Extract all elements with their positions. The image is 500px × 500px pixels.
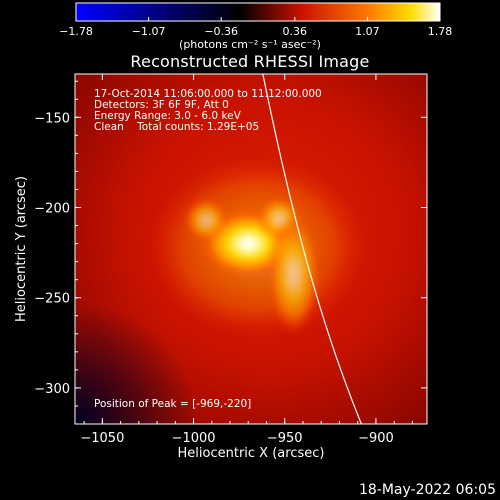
x-tick-label: −950 <box>267 431 303 446</box>
annotation-time-range: 17-Oct-2014 11:06:00.000 to 11:12:00.000 <box>94 88 322 100</box>
timestamp: 18-May-2022 06:05 <box>358 482 496 498</box>
solar-limb-curve <box>262 74 362 424</box>
colorbar-units: (photons cm⁻² s⁻¹ asec⁻²) <box>179 38 321 51</box>
y-axis-title: Heliocentric Y (arcsec) <box>14 176 29 322</box>
y-tick-label: −200 <box>34 202 70 217</box>
colorbar-tick-label: −0.36 <box>204 25 238 38</box>
x-axis-title: Heliocentric X (arcsec) <box>178 446 325 461</box>
y-tick-label: −250 <box>34 292 70 307</box>
colorbar-tick-label: 0.36 <box>283 25 308 38</box>
colorbar-gradient <box>75 2 441 22</box>
annotation-detectors: Detectors: 3F 6F 9F, Att 0 <box>94 99 229 111</box>
emission-source <box>184 198 229 242</box>
x-tick-label: −1000 <box>172 431 216 446</box>
annotation-peak-position: Position of Peak = [-969,-220] <box>94 398 251 410</box>
colorbar-tick-label: −1.07 <box>132 25 166 38</box>
emission-source <box>267 213 321 335</box>
colorbar-tick-label: 1.78 <box>428 25 453 38</box>
x-tick-label: −1050 <box>80 431 124 446</box>
colorbar-tick-label: −1.78 <box>59 25 93 38</box>
y-tick-label: −150 <box>34 111 70 126</box>
plot-frame <box>74 73 428 425</box>
y-tick-label: −300 <box>34 382 70 397</box>
annotation-clean-counts: Clean Total counts: 1.29E+05 <box>94 121 259 133</box>
annotation-energy-range: Energy Range: 3.0 - 6.0 keV <box>94 110 242 122</box>
colorbar-tick-label: 1.07 <box>355 25 380 38</box>
colorbar: −1.78 −1.07 −0.36 0.36 1.07 1.78 <box>59 2 453 38</box>
plot-title: Reconstructed RHESSI Image <box>130 52 370 71</box>
x-tick-label: −900 <box>358 431 394 446</box>
